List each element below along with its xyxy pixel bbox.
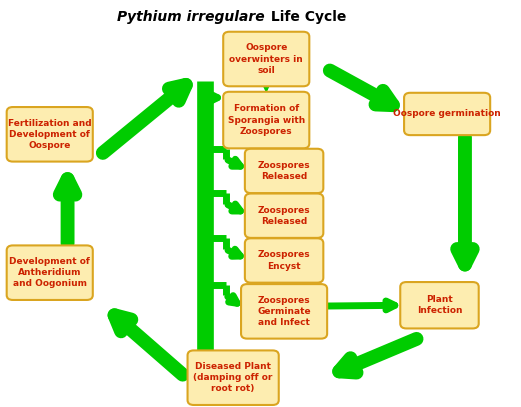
Text: Zoospores
Encyst: Zoospores Encyst xyxy=(258,250,311,271)
Text: Diseased Plant
(damping off or
root rot): Diseased Plant (damping off or root rot) xyxy=(193,362,273,393)
FancyBboxPatch shape xyxy=(241,284,327,339)
Text: Fertilization and
Development of
Oospore: Fertilization and Development of Oospore xyxy=(8,119,92,150)
FancyBboxPatch shape xyxy=(223,32,309,86)
FancyBboxPatch shape xyxy=(188,350,279,405)
FancyBboxPatch shape xyxy=(7,245,93,300)
Text: Development of
Antheridium
and Oogonium: Development of Antheridium and Oogonium xyxy=(9,257,90,288)
FancyBboxPatch shape xyxy=(245,149,324,193)
FancyBboxPatch shape xyxy=(400,282,479,328)
Text: Zoospores
Released: Zoospores Released xyxy=(258,161,311,181)
Text: Oospore
overwinters in
soil: Oospore overwinters in soil xyxy=(229,44,303,74)
Text: Plant
Infection: Plant Infection xyxy=(417,295,462,315)
FancyBboxPatch shape xyxy=(245,239,324,282)
Text: Oospore germination: Oospore germination xyxy=(393,109,501,118)
FancyBboxPatch shape xyxy=(223,92,309,149)
Text: Zoospores
Germinate
and Infect: Zoospores Germinate and Infect xyxy=(257,296,311,327)
FancyBboxPatch shape xyxy=(404,93,490,135)
Text: Life Cycle: Life Cycle xyxy=(266,10,346,24)
FancyBboxPatch shape xyxy=(245,194,324,238)
Text: Pythium irregulare: Pythium irregulare xyxy=(117,10,265,24)
Text: Formation of
Sporangia with
Zoospores: Formation of Sporangia with Zoospores xyxy=(228,105,305,136)
Text: Zoospores
Released: Zoospores Released xyxy=(258,206,311,226)
FancyBboxPatch shape xyxy=(7,107,93,162)
